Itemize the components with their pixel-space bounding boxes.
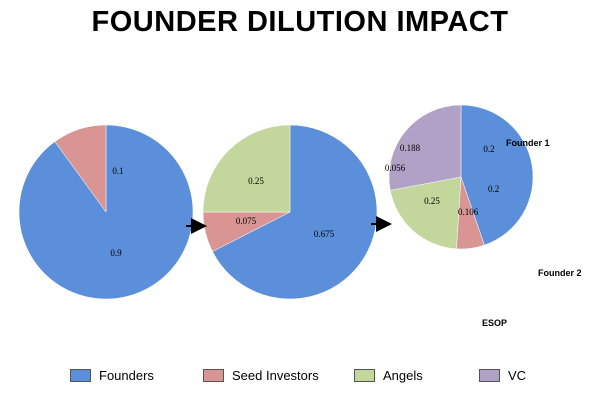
pie-1-label-founders: 0.9 bbox=[110, 248, 122, 258]
pie-2-slice-angels bbox=[202, 124, 291, 213]
pie-2-label-seed: 0.075 bbox=[236, 216, 257, 226]
pie-3-slice-founders bbox=[460, 104, 534, 246]
chart-title: FOUNDER DILUTION IMPACT bbox=[91, 6, 509, 38]
side-label-esop: ESOP bbox=[482, 318, 507, 328]
extra-label-esop: 0.106 bbox=[458, 207, 479, 217]
pie-chart-2: 0.675 0.075 0.25 bbox=[202, 124, 378, 300]
extra-label-founder-1: 0.2 bbox=[488, 184, 499, 194]
legend-item-vc: VC bbox=[479, 368, 526, 383]
side-label-founder-1: Founder 1 bbox=[506, 138, 550, 148]
pie-3-label-angels: 0.188 bbox=[400, 143, 421, 153]
pie-1-slice-seed bbox=[54, 124, 107, 213]
pie-3-label-founders: 0.2 bbox=[483, 144, 494, 154]
legend-label-founders: Founders bbox=[99, 368, 154, 383]
pie-3-slice-angels bbox=[389, 176, 462, 250]
pie-3-label-seed: 0.056 bbox=[385, 163, 406, 173]
pie-chart-1: 0.9 0.1 bbox=[18, 124, 194, 300]
legend-swatch-founders bbox=[70, 369, 91, 382]
legend-label-vc: VC bbox=[508, 368, 527, 383]
legend-swatch-vc bbox=[479, 369, 500, 382]
side-label-founder-2: Founder 2 bbox=[538, 268, 582, 278]
pie-1-label-seed: 0.1 bbox=[112, 166, 123, 176]
legend-label-seed-investors: Seed Investors bbox=[232, 368, 319, 383]
pie-chart-3: 0.2 0.056 0.188 0.25 bbox=[385, 104, 534, 250]
legend-swatch-seed-investors bbox=[203, 369, 224, 382]
legend-swatch-angels bbox=[354, 369, 375, 382]
pie-3-label-vc: 0.25 bbox=[424, 196, 440, 206]
legend-label-angels: Angels bbox=[383, 368, 423, 383]
legend-item-seed-investors: Seed Investors bbox=[203, 368, 319, 383]
pie-2-label-founders: 0.675 bbox=[314, 229, 335, 239]
pie-2-slice-founders bbox=[212, 124, 378, 300]
legend-item-founders: Founders bbox=[70, 368, 154, 383]
legend-item-angels: Angels bbox=[354, 368, 423, 383]
legend: Founders Seed Investors Angels VC bbox=[0, 368, 600, 392]
pie-3-slice-vc bbox=[388, 104, 462, 191]
pie-2-label-angels: 0.25 bbox=[248, 176, 264, 186]
